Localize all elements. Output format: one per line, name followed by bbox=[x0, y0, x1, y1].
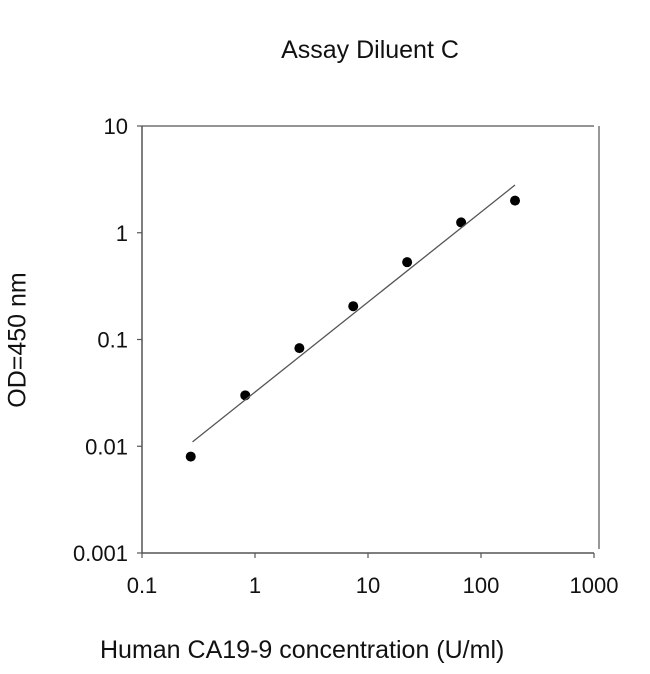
data-point bbox=[294, 343, 305, 354]
y-tick-label: 0.1 bbox=[97, 328, 128, 353]
x-tick-label: 10 bbox=[356, 573, 380, 598]
x-tick-label: 100 bbox=[463, 573, 500, 598]
x-axis-ticks: 0.1 1 10 100 1000 bbox=[127, 553, 619, 598]
data-point bbox=[510, 195, 521, 206]
axes-frame bbox=[141, 125, 600, 554]
x-axis-label: Human CA19-9 concentration (U/ml) bbox=[100, 636, 505, 664]
y-axis-ticks: 0.001 0.01 0.1 1 10 bbox=[73, 114, 142, 566]
x-tick-label: 0.1 bbox=[127, 573, 158, 598]
y-axis-label: OD=450 nm bbox=[3, 272, 32, 408]
x-tick-label: 1 bbox=[249, 573, 261, 598]
fit-line bbox=[192, 184, 516, 443]
x-tick-label: 1000 bbox=[570, 573, 619, 598]
y-tick-label: 0.001 bbox=[73, 541, 128, 566]
data-point bbox=[185, 451, 196, 462]
y-tick-label: 0.01 bbox=[85, 434, 128, 459]
y-tick-label: 1 bbox=[116, 221, 128, 246]
data-series bbox=[185, 184, 521, 462]
y-tick-label: 10 bbox=[104, 114, 128, 139]
data-point bbox=[240, 390, 251, 401]
data-point bbox=[402, 257, 413, 268]
data-point bbox=[348, 301, 359, 312]
chart-title: Assay Diluent C bbox=[281, 36, 459, 64]
data-point bbox=[456, 217, 467, 228]
